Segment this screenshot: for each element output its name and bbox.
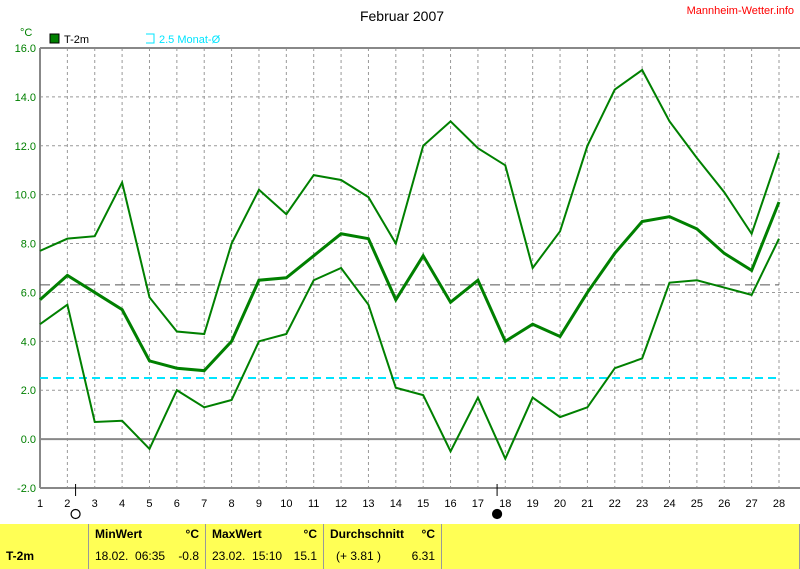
min-value: -0.8 [178,549,199,563]
row-label-cell: T-2m [0,524,88,569]
min-cell: MinWert °C 18.02. 06:35 -0.8 [88,524,205,569]
y-tick-label: 8.0 [21,239,36,251]
series-line-mean [39,201,781,373]
full-moon-icon [70,508,81,520]
avg-when: (+ 3.81 ) [336,549,382,563]
x-tick-label: 23 [636,498,648,510]
legend-swatch-t2m [49,33,60,44]
x-tick-label: 25 [691,498,703,510]
y-tick-label: 2.0 [21,385,36,397]
x-tick-label: 12 [335,498,347,510]
site-label: Mannheim-Wetter.info [687,5,794,17]
x-tick-label: 2 [64,498,70,510]
x-tick-label: 7 [201,498,207,510]
x-tick-label: 5 [146,498,152,510]
x-tick-label: 20 [554,498,566,510]
x-tick-label: 6 [174,498,180,510]
row-label: T-2m [6,549,35,563]
avg-unit: °C [421,527,435,541]
y-tick-label: 4.0 [21,336,36,348]
y-tick-label: 14.0 [15,92,36,104]
avg-header: Durchschnitt [330,527,405,541]
empty-cell [441,524,800,569]
stats-table: T-2m MinWert °C 18.02. 06:35 -0.8 MaxWert °… [0,524,800,569]
y-tick-label: 6.0 [21,287,36,299]
y-tick-label: 0.0 [21,434,36,446]
legend-label-t2m: T-2m [64,34,89,46]
y-tick-label: 16.0 [15,43,36,55]
x-tick-label: 3 [92,498,98,510]
new-moon-icon [491,508,503,520]
x-tick-label: 15 [417,498,429,510]
y-tick-label: 10.0 [15,190,36,202]
legend-swatch-monthly-avg [146,33,155,44]
max-cell: MaxWert °C 23.02. 15:10 15.1 [205,524,323,569]
x-tick-label: 14 [390,498,402,510]
max-header: MaxWert [212,527,262,541]
max-unit: °C [303,527,317,541]
x-tick-label: 27 [746,498,758,510]
x-tick-label: 24 [663,498,675,510]
y-axis-unit: °C [20,27,32,39]
x-tick-label: 22 [609,498,621,510]
series-line-min [39,238,780,462]
x-tick-label: 8 [229,498,235,510]
x-tick-label: 16 [444,498,456,510]
min-when: 18.02. 06:35 [95,549,166,563]
x-tick-label: 28 [773,498,785,510]
x-tick-label: 1 [37,498,43,510]
x-tick-label: 4 [119,498,125,510]
x-tick-label: 19 [527,498,539,510]
y-tick-label: -2.0 [17,483,36,495]
x-tick-label: 18 [499,498,511,510]
x-tick-label: 17 [472,498,484,510]
max-value: 15.1 [293,549,317,563]
temperature-chart: Februar 2007 Mannheim-Wetter.info °C T-2m 2.… [15,5,800,520]
series-line-max [39,68,780,336]
x-tick-label: 21 [581,498,593,510]
x-tick-label: 11 [308,498,319,510]
avg-cell: Durchschnitt °C (+ 3.81 ) 6.31 [323,524,441,569]
x-tick-label: 26 [718,498,730,510]
x-tick-label: 10 [280,498,292,510]
y-tick-label: 12.0 [15,141,36,153]
avg-value: 6.31 [411,549,435,563]
min-unit: °C [185,527,199,541]
min-header: MinWert [95,527,143,541]
legend-label-monthly-avg: 2.5 Monat-Ø [159,34,221,46]
max-when: 23.02. 15:10 [212,549,283,563]
x-tick-label: 9 [256,498,262,510]
chart-title: Februar 2007 [360,8,444,24]
x-tick-label: 13 [362,498,374,510]
